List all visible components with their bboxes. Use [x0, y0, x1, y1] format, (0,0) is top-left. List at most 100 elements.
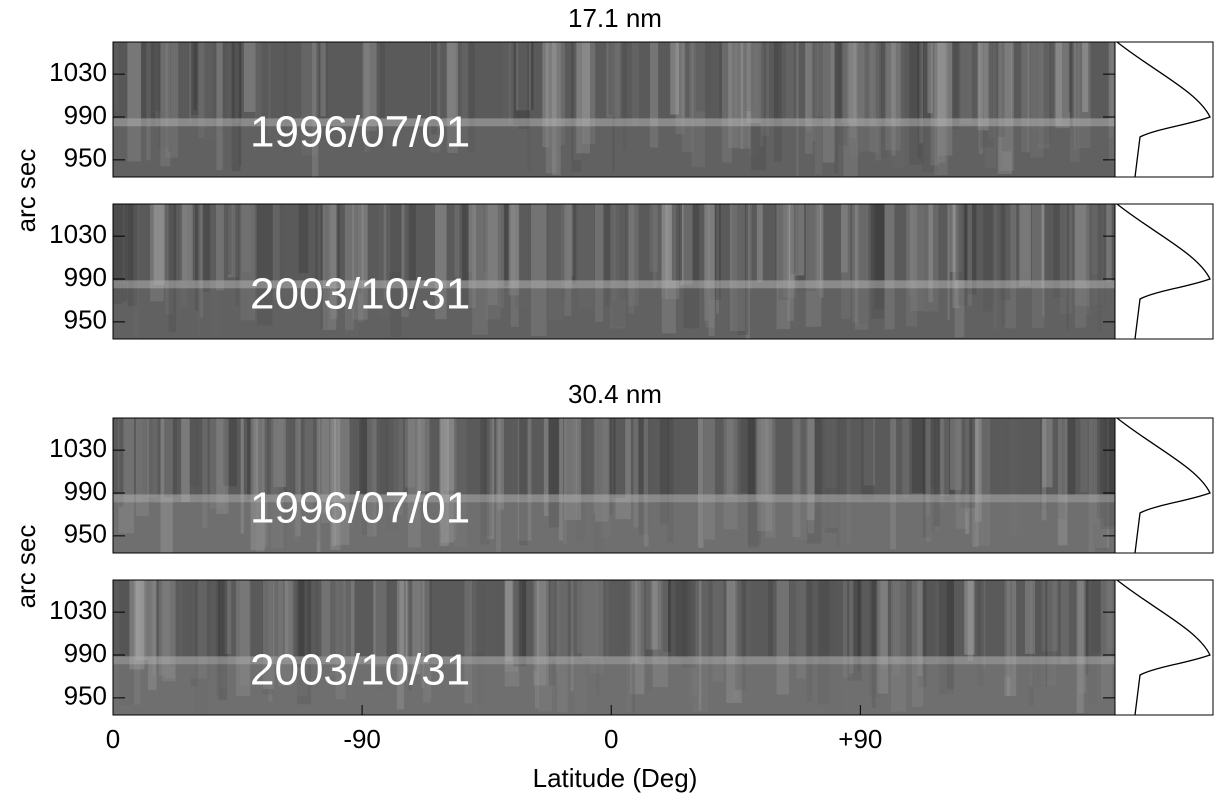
image-streak: [455, 204, 460, 278]
image-streak: [1061, 580, 1069, 665]
image-streak: [741, 418, 749, 493]
image-streak: [503, 42, 510, 118]
image-streak: [1056, 42, 1070, 128]
x-tick-label: 0: [604, 724, 618, 754]
image-streak: [1086, 204, 1094, 286]
image-streak: [622, 580, 630, 654]
image-streak: [757, 204, 763, 282]
image-streak: [188, 418, 199, 486]
y-tick-label: 1030: [49, 57, 107, 87]
image-streak: [978, 42, 989, 130]
image-streak: [727, 418, 734, 497]
image-streak: [299, 204, 308, 273]
image-streak: [632, 42, 639, 126]
profile-frame: [1115, 42, 1213, 177]
image-streak: [670, 42, 679, 115]
image-streak: [768, 580, 773, 656]
date-label: 2003/10/31: [250, 270, 470, 319]
image-streak: [504, 204, 509, 286]
x-tick-label: -90: [343, 724, 381, 754]
image-streak: [632, 580, 638, 663]
profile-frame: [1115, 204, 1213, 339]
image-streak: [513, 580, 526, 666]
image-streak: [606, 42, 620, 118]
y-axis-label: arc sec: [11, 149, 41, 233]
image-streak: [1019, 204, 1031, 287]
image-streak: [534, 204, 540, 286]
date-label: 1996/07/01: [250, 484, 470, 533]
date-label: 2003/10/31: [250, 646, 470, 695]
image-streak: [129, 580, 144, 669]
image-streak: [727, 580, 737, 658]
y-tick-label: 950: [64, 305, 107, 335]
image-streak: [147, 418, 157, 497]
image-streak: [1106, 580, 1115, 661]
panel-title: 30.4 nm: [568, 379, 662, 409]
image-streak: [156, 42, 161, 111]
y-tick-label: 990: [64, 100, 107, 130]
image-streak: [1069, 42, 1072, 112]
y-tick-label: 950: [64, 143, 107, 173]
image-streak: [912, 418, 925, 493]
image-streak: [216, 204, 224, 291]
image-streak: [606, 580, 609, 658]
x-tick-label: +90: [838, 724, 882, 754]
image-streak: [613, 418, 625, 498]
image-streak: [649, 204, 658, 272]
figure: 17.1 nm arc sec 1996/07/01 950 990 1030 2003/1…: [0, 0, 1218, 803]
image-streak: [181, 418, 190, 502]
image-streak: [170, 580, 182, 666]
image-streak: [696, 42, 711, 111]
image-streak: [182, 204, 193, 280]
image-streak: [164, 418, 177, 498]
profile-frame: [1115, 580, 1213, 715]
image-streak: [193, 42, 197, 110]
y-axis-label: arc sec: [11, 525, 41, 609]
image-streak: [572, 204, 575, 284]
image-streak: [518, 42, 529, 129]
image-streak: [902, 418, 909, 498]
image-streak: [141, 42, 155, 126]
image-streak: [1080, 418, 1087, 492]
y-tick-label: 990: [64, 638, 107, 668]
image-streak: [952, 42, 959, 130]
image-streak: [880, 580, 887, 669]
image-streak: [682, 580, 696, 668]
image-streak: [1025, 580, 1035, 654]
image-streak: [960, 42, 972, 124]
image-streak: [672, 204, 682, 281]
profile-frame: [1115, 418, 1213, 553]
image-streak: [790, 580, 800, 653]
image-streak: [235, 42, 240, 123]
image-streak: [641, 580, 651, 663]
x-tick-label: 0: [106, 724, 120, 754]
y-tick-label: 950: [64, 519, 107, 549]
image-streak: [781, 42, 786, 119]
image-streak: [222, 418, 228, 486]
image-streak: [189, 42, 191, 125]
y-tick-label: 950: [64, 681, 107, 711]
image-streak: [227, 204, 231, 275]
y-tick-label: 1030: [49, 433, 107, 463]
image-streak: [1106, 204, 1112, 282]
image-streak: [202, 204, 210, 292]
image-streak: [1082, 42, 1088, 112]
image-streak: [818, 42, 831, 127]
image-streak: [244, 42, 256, 112]
image-streak: [861, 418, 873, 500]
image-streak: [114, 42, 118, 111]
image-streak: [320, 42, 325, 117]
date-label: 1996/07/01: [250, 108, 470, 157]
y-tick-label: 990: [64, 262, 107, 292]
image-streak: [955, 204, 966, 280]
image-streak: [806, 42, 812, 131]
image-streak: [744, 42, 754, 111]
panel-title: 17.1 nm: [568, 3, 662, 33]
image-streak: [229, 418, 237, 486]
y-tick-label: 990: [64, 476, 107, 506]
image-streak: [228, 580, 233, 668]
image-streak: [750, 204, 752, 289]
image-streak: [964, 580, 974, 655]
image-streak: [685, 42, 689, 117]
x-axis-label: Latitude (Deg): [533, 763, 698, 793]
